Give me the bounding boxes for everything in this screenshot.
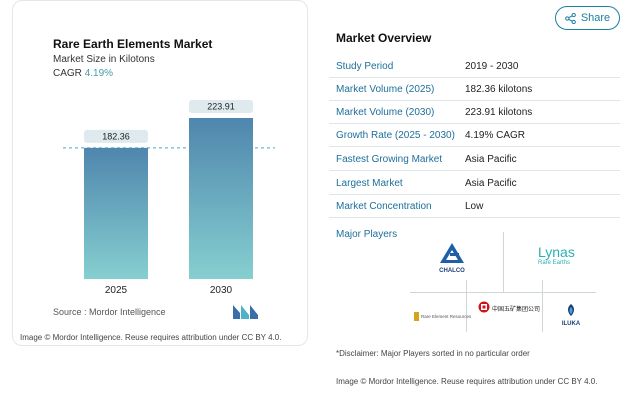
major-players-label: Major Players	[336, 229, 398, 240]
rare-element-icon	[414, 312, 419, 321]
chalco-logo: CHALCO	[432, 242, 472, 274]
overview-row-volume-2030: Market Volume (2030) 223.91 kilotons	[329, 101, 620, 124]
cagr-value: 4.19%	[84, 68, 114, 79]
players-divider	[542, 280, 543, 332]
overview-label: Fastest Growing Market	[336, 153, 443, 165]
minmetals-text: 中国五矿集团公司	[492, 306, 541, 313]
overview-row-volume-2025: Market Volume (2025) 182.36 kilotons	[329, 78, 620, 101]
overview-value: Low	[465, 200, 484, 212]
overview-label: Market Concentration	[336, 200, 432, 212]
iluka-logo: ILUKA	[558, 303, 584, 327]
overview-value: 223.91 kilotons	[465, 106, 533, 118]
overview-row-largest-market: Largest Market Asia Pacific	[329, 172, 620, 195]
share-icon	[564, 12, 576, 24]
overview-label: Largest Market	[336, 177, 403, 189]
overview-title: Market Overview	[336, 31, 432, 45]
chart-source: Source : Mordor Intelligence	[53, 307, 166, 317]
overview-value: 2019 - 2030	[465, 60, 519, 72]
bar-chart: 182.36 2025 223.91 2030	[63, 100, 275, 296]
lynas-logo: Lynas Rare Earths	[538, 245, 575, 266]
rare-element-text: Rare Element Resources	[421, 314, 472, 319]
cagr-label: CAGR	[53, 68, 82, 79]
bar-2030	[189, 118, 253, 279]
share-button[interactable]: Share	[555, 6, 620, 30]
rare-element-logo: Rare Element Resources	[414, 312, 471, 321]
disclaimer: *Disclaimer: Major Players sorted in no …	[336, 349, 530, 358]
chart-card: 182.36 2025 223.91 2030 Rare Earth Elements…	[12, 0, 308, 346]
iluka-text: ILUKA	[561, 321, 581, 327]
x-tick-label: 2030	[210, 285, 233, 296]
chart-attribution: Image © Mordor Intelligence. Reuse requi…	[20, 333, 282, 342]
overview-label: Market Volume (2025)	[336, 83, 435, 95]
x-tick-label: 2025	[105, 285, 128, 296]
overview-value: 182.36 kilotons	[465, 83, 533, 95]
lynas-subtext: Rare Earths	[538, 260, 571, 266]
overview-label: Market Volume (2030)	[336, 106, 435, 118]
cagr-line: CAGR 4.19%	[53, 68, 113, 79]
chalco-text: CHALCO	[439, 268, 465, 274]
overview-row-growth-rate: Growth Rate (2025 - 2030) 4.19% CAGR	[329, 124, 620, 147]
attribution-right: Image © Mordor Intelligence. Reuse requi…	[336, 377, 598, 386]
overview-value: Asia Pacific	[465, 153, 517, 165]
chart-title: Rare Earth Elements Market	[53, 37, 213, 51]
overview-value: Asia Pacific	[465, 177, 517, 189]
bar-value-label-bg	[84, 129, 148, 143]
overview-row-fastest-market: Fastest Growing Market Asia Pacific	[329, 148, 620, 171]
bar-value-label: 223.91	[207, 102, 235, 112]
iluka-logo-icon	[568, 304, 574, 316]
chalco-logo-icon	[440, 243, 464, 263]
mordor-logo-icon	[233, 305, 258, 319]
overview-label: Growth Rate (2025 - 2030)	[336, 129, 455, 141]
share-label: Share	[580, 12, 611, 24]
players-divider	[503, 232, 504, 292]
players-divider	[466, 280, 467, 332]
minmetals-logo: 中国五矿集团公司	[478, 301, 540, 315]
overview-label: Study Period	[336, 60, 394, 72]
bar-2025	[84, 147, 148, 279]
bar-value-label: 182.36	[102, 131, 130, 141]
chart-subtitle: Market Size in Kilotons	[53, 54, 155, 65]
overview-value: 4.19% CAGR	[465, 129, 526, 141]
minmetals-logo-icon	[478, 301, 490, 313]
overview-row-study-period: Study Period 2019 - 2030	[329, 55, 620, 78]
players-divider	[410, 292, 596, 293]
bar-value-label-bg	[189, 100, 253, 113]
overview-row-concentration: Market Concentration Low	[329, 195, 620, 218]
lynas-text: Lynas	[538, 244, 575, 260]
